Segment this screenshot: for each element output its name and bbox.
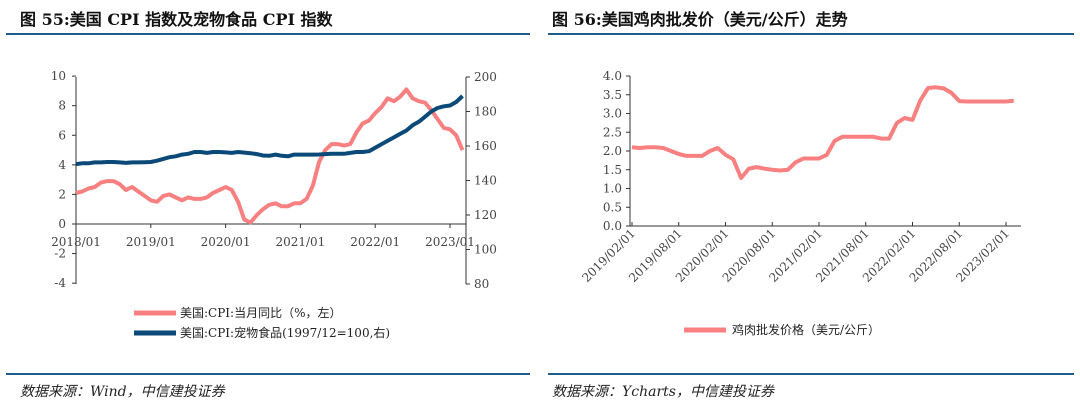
left-y-tick-label: 2 (58, 187, 66, 201)
y-tick-label: 1.0 (603, 182, 622, 196)
right-chart-title: 图 56:美国鸡肉批发价（美元/公斤）走势 (552, 10, 848, 29)
y-tick-label: 0.0 (603, 219, 622, 233)
right-footer-rule (548, 373, 1074, 375)
y-tick-label: 0.5 (603, 200, 622, 214)
right-title-rule (548, 33, 1074, 35)
left-footer-rule (6, 373, 530, 375)
right-y-tick-label: 160 (474, 139, 497, 153)
left-source: 数据来源：Wind，中信建投证券 (20, 384, 225, 400)
left-y-tick-label: 10 (51, 69, 66, 83)
right-source: 数据来源：Ycharts，中信建投证券 (552, 384, 774, 400)
x-tick-label: 2021/01 (275, 235, 325, 249)
y-tick-label: 1.5 (603, 163, 622, 177)
cpi-yoy-line (75, 87, 465, 225)
right-y-tick-label: 120 (474, 208, 497, 222)
chicken-price-line (631, 85, 1014, 180)
x-tick-label: 2019/01 (126, 235, 176, 249)
y-tick-label: 4.0 (603, 69, 622, 83)
right-y-tick-label: 100 (474, 243, 497, 257)
left-title-rule (6, 33, 530, 35)
x-tick-label: 2022/01 (350, 235, 400, 249)
left-y-tick-label: -2 (54, 247, 66, 261)
legend-label: 鸡肉批发价格（美元/公斤） (732, 322, 880, 337)
right-y-tick-label: 80 (474, 277, 489, 291)
left-y-tick-label: 6 (58, 128, 66, 142)
left-y-tick-label: 8 (58, 99, 66, 113)
right-y-tick-label: 180 (474, 105, 497, 119)
y-tick-label: 2.5 (603, 125, 622, 139)
x-tick-label: 2020/01 (201, 235, 251, 249)
left-y-tick-label: -4 (54, 276, 66, 290)
y-tick-label: 3.0 (603, 107, 622, 121)
pet-food-cpi-line (75, 94, 464, 167)
legend-label: 美国:CPI:当月同比（%，左） (180, 305, 342, 320)
right-y-tick-label: 140 (474, 174, 497, 188)
x-tick-label: 2018/01 (51, 235, 101, 249)
legend-label: 美国:CPI:宠物食品(1997/12=100,右) (180, 325, 390, 340)
y-tick-label: 3.5 (603, 88, 622, 102)
y-tick-label: 2.0 (603, 144, 622, 158)
left-y-tick-label: 4 (58, 158, 66, 172)
x-tick-label: 2023/01 (425, 235, 475, 249)
left-y-tick-label: 0 (58, 217, 66, 231)
right-y-tick-label: 200 (474, 70, 497, 84)
left-chart-title: 图 55:美国 CPI 指数及宠物食品 CPI 指数 (20, 10, 333, 29)
